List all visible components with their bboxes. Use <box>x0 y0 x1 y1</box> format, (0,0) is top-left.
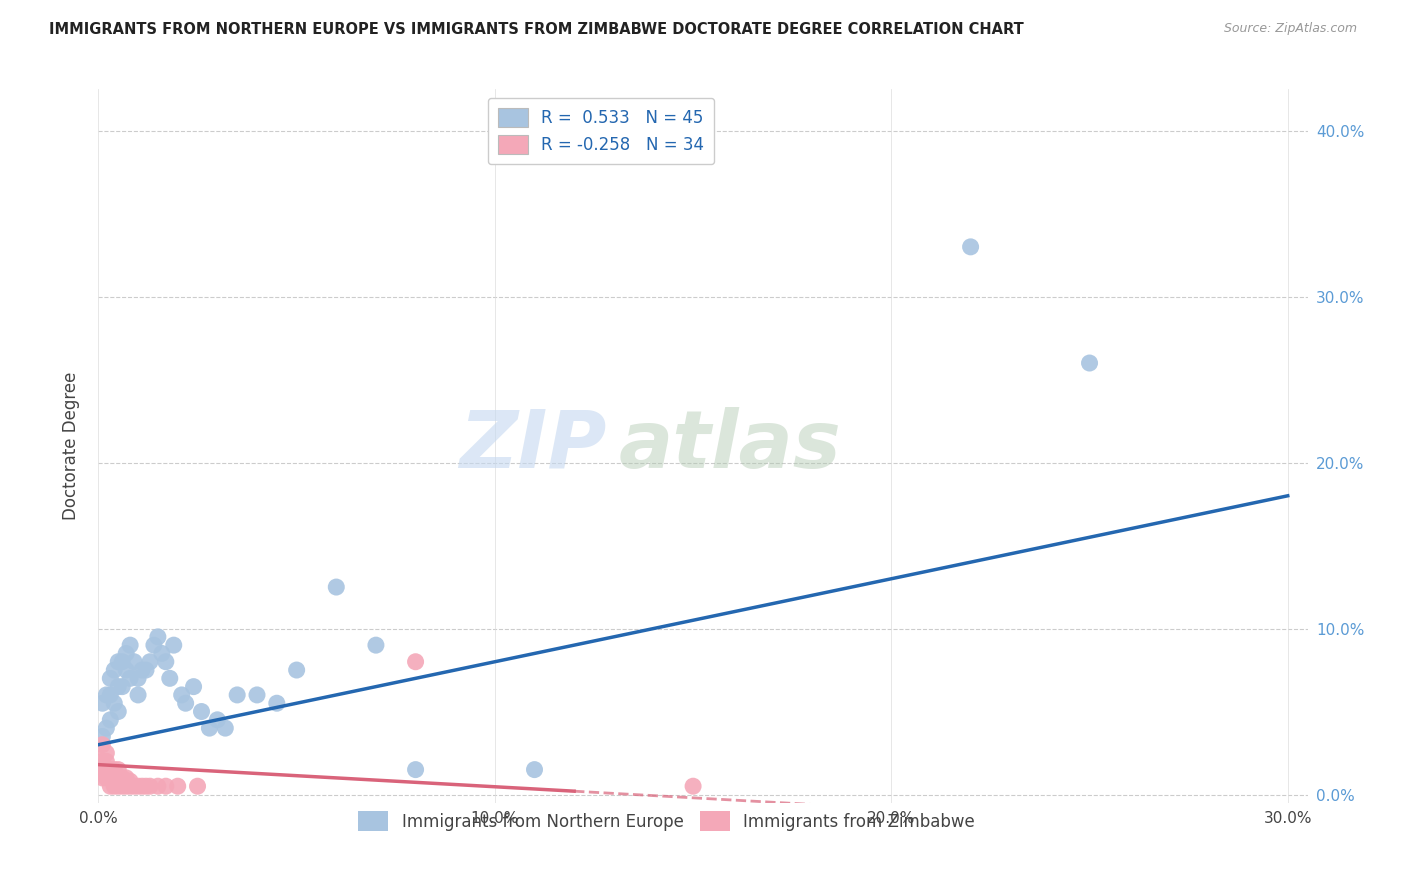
Point <box>103 663 125 677</box>
Point <box>107 771 129 785</box>
Point <box>120 779 142 793</box>
Point <box>96 746 118 760</box>
Point <box>120 671 142 685</box>
Point <box>91 696 114 710</box>
Point <box>325 580 347 594</box>
Point <box>111 655 134 669</box>
Point <box>91 738 114 752</box>
Point <box>266 696 288 710</box>
Point <box>139 779 162 793</box>
Point <box>146 779 169 793</box>
Point <box>115 663 138 677</box>
Point <box>107 763 129 777</box>
Point <box>186 779 208 793</box>
Point <box>246 688 269 702</box>
Point <box>107 680 129 694</box>
Point <box>155 655 177 669</box>
Point <box>122 779 145 793</box>
Point <box>405 655 427 669</box>
Point <box>91 730 114 744</box>
Point <box>135 779 157 793</box>
Point <box>127 779 149 793</box>
Point <box>111 771 134 785</box>
Point <box>127 671 149 685</box>
Point <box>170 688 193 702</box>
Point <box>96 721 118 735</box>
Point <box>96 763 118 777</box>
Point <box>98 779 121 793</box>
Point <box>285 663 308 677</box>
Point <box>96 688 118 702</box>
Point <box>98 713 121 727</box>
Point <box>155 779 177 793</box>
Point <box>135 663 157 677</box>
Point <box>163 638 186 652</box>
Point <box>91 771 114 785</box>
Point <box>146 630 169 644</box>
Point <box>190 705 212 719</box>
Point <box>115 779 138 793</box>
Point <box>103 696 125 710</box>
Point <box>96 754 118 768</box>
Point <box>150 647 173 661</box>
Point <box>1078 356 1101 370</box>
Point <box>226 688 249 702</box>
Point <box>131 779 153 793</box>
Point <box>98 671 121 685</box>
Text: ZIP: ZIP <box>458 407 606 485</box>
Point <box>103 763 125 777</box>
Point <box>98 763 121 777</box>
Point <box>142 638 165 652</box>
Point <box>115 771 138 785</box>
Point <box>103 779 125 793</box>
Point <box>139 655 162 669</box>
Point <box>127 688 149 702</box>
Point <box>103 771 125 785</box>
Point <box>682 779 704 793</box>
Point <box>91 754 114 768</box>
Point <box>111 680 134 694</box>
Point <box>174 696 197 710</box>
Point <box>207 713 229 727</box>
Point <box>107 655 129 669</box>
Point <box>107 779 129 793</box>
Legend: Immigrants from Northern Europe, Immigrants from Zimbabwe: Immigrants from Northern Europe, Immigra… <box>352 805 981 838</box>
Text: atlas: atlas <box>619 407 841 485</box>
Text: Source: ZipAtlas.com: Source: ZipAtlas.com <box>1223 22 1357 36</box>
Point <box>111 779 134 793</box>
Point <box>364 638 387 652</box>
Point <box>183 680 205 694</box>
Point <box>120 774 142 789</box>
Point <box>214 721 236 735</box>
Point <box>96 771 118 785</box>
Point <box>159 671 181 685</box>
Point <box>198 721 221 735</box>
Y-axis label: Doctorate Degree: Doctorate Degree <box>62 372 80 520</box>
Text: IMMIGRANTS FROM NORTHERN EUROPE VS IMMIGRANTS FROM ZIMBABWE DOCTORATE DEGREE COR: IMMIGRANTS FROM NORTHERN EUROPE VS IMMIG… <box>49 22 1024 37</box>
Point <box>166 779 188 793</box>
Point <box>98 688 121 702</box>
Point <box>107 705 129 719</box>
Point <box>131 663 153 677</box>
Point <box>122 655 145 669</box>
Point <box>120 638 142 652</box>
Point <box>523 763 546 777</box>
Point <box>115 647 138 661</box>
Point <box>98 771 121 785</box>
Point <box>959 240 981 254</box>
Point <box>91 763 114 777</box>
Point <box>405 763 427 777</box>
